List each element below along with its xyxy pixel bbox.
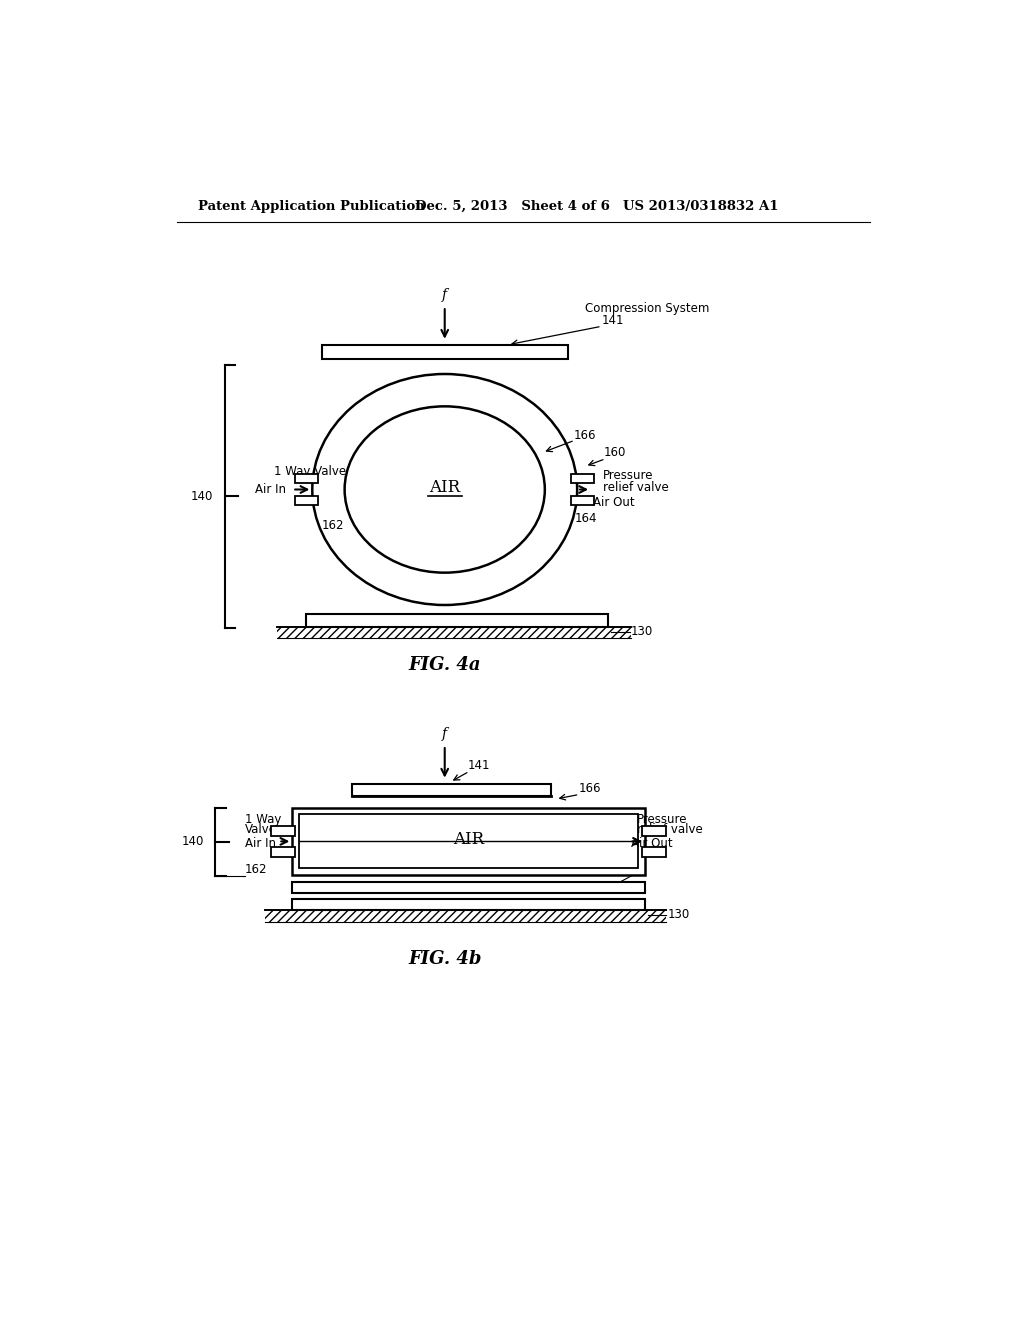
Bar	[292, 808, 645, 875]
Bar	[292, 882, 645, 892]
Bar	[642, 826, 667, 836]
Text: 162: 162	[245, 863, 267, 876]
Text: Pressure: Pressure	[637, 813, 688, 825]
Bar	[299, 814, 638, 869]
Ellipse shape	[345, 407, 545, 573]
Text: Air In: Air In	[255, 483, 287, 496]
Text: Valve: Valve	[245, 824, 276, 837]
Text: Dec. 5, 2013   Sheet 4 of 6: Dec. 5, 2013 Sheet 4 of 6	[416, 199, 610, 213]
Text: relief valve: relief valve	[637, 824, 702, 837]
Text: relief valve: relief valve	[603, 480, 669, 494]
Bar	[295, 496, 318, 506]
Bar	[295, 474, 318, 483]
Text: Patent Application Publication: Patent Application Publication	[199, 199, 425, 213]
Text: 1 Way: 1 Way	[245, 813, 281, 825]
Text: FIG. 4a: FIG. 4a	[409, 656, 481, 675]
Bar	[571, 496, 594, 506]
Text: 140: 140	[182, 836, 205, 849]
Text: 130: 130	[631, 626, 653, 639]
Bar	[306, 614, 608, 627]
Text: 160: 160	[603, 446, 626, 459]
Bar	[352, 784, 551, 796]
Ellipse shape	[312, 374, 578, 605]
Bar	[571, 474, 594, 483]
Text: 141: 141	[602, 314, 625, 327]
Bar	[642, 847, 667, 857]
Text: 166: 166	[579, 781, 601, 795]
Text: US 2013/0318832 A1: US 2013/0318832 A1	[624, 199, 779, 213]
Bar	[322, 345, 568, 359]
Text: Compression System: Compression System	[585, 302, 710, 315]
Text: AIR: AIR	[429, 479, 460, 496]
Text: Air Out: Air Out	[593, 496, 635, 510]
Text: Pressure: Pressure	[603, 469, 654, 482]
Text: f: f	[442, 289, 447, 302]
Text: 130: 130	[668, 908, 690, 921]
Bar	[292, 899, 645, 909]
Text: 166: 166	[573, 429, 596, 442]
Text: f: f	[442, 727, 447, 742]
Bar	[270, 826, 295, 836]
Text: 162: 162	[322, 519, 344, 532]
Bar	[276, 627, 631, 638]
Bar	[265, 909, 666, 923]
Text: FIG. 4b: FIG. 4b	[408, 950, 481, 968]
Text: 164: 164	[612, 882, 635, 895]
Text: Air In: Air In	[245, 837, 275, 850]
Text: 1 Way Valve: 1 Way Valve	[273, 465, 346, 478]
Text: 164: 164	[574, 512, 597, 525]
Text: 140: 140	[190, 490, 213, 503]
Text: Air Out: Air Out	[631, 837, 673, 850]
Text: AIR: AIR	[453, 832, 484, 849]
Text: 141: 141	[468, 759, 490, 772]
Bar	[270, 847, 295, 857]
